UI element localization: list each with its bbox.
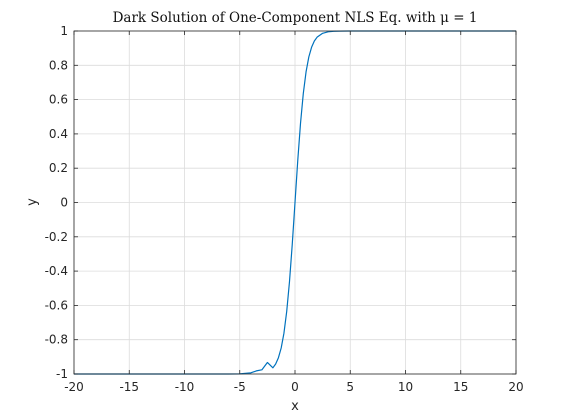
y-tick-label: 0.8 xyxy=(49,58,68,72)
ticks: -20 -15 -10 -5 0 5 10 15 20 -1 -0.8 -0.6 -0.4 -0.2 0 0.… xyxy=(45,24,524,394)
x-tick-label: 10 xyxy=(398,380,413,394)
y-tick-label: -0.4 xyxy=(45,264,68,278)
y-tick-label: -0.2 xyxy=(45,230,68,244)
y-tick-label: -1 xyxy=(56,367,68,381)
y-tick-label: 0 xyxy=(60,196,68,210)
x-tick-label: -5 xyxy=(234,380,246,394)
x-tick-label: 5 xyxy=(346,380,354,394)
y-tick-label: 1 xyxy=(60,24,68,38)
x-tick-label: -15 xyxy=(119,380,139,394)
x-axis-label: x xyxy=(291,399,299,414)
y-tick-label: 0.2 xyxy=(49,161,68,175)
y-tick-label: 0.4 xyxy=(49,127,68,141)
y-tick-label: -0.8 xyxy=(45,333,68,347)
x-tick-label: -10 xyxy=(175,380,195,394)
chart-title: Dark Solution of One-Component NLS Eq. w… xyxy=(113,10,478,26)
series-layer xyxy=(74,30,516,375)
y-axis-label: y xyxy=(25,198,40,206)
series-line-0 xyxy=(74,30,516,375)
x-tick-label: 15 xyxy=(453,380,468,394)
y-tick-label: -0.6 xyxy=(45,298,68,312)
x-tick-label: -20 xyxy=(64,380,84,394)
y-tick-label: 0.6 xyxy=(49,93,68,107)
x-tick-label: 20 xyxy=(508,380,523,394)
x-tick-label: 0 xyxy=(291,380,299,394)
